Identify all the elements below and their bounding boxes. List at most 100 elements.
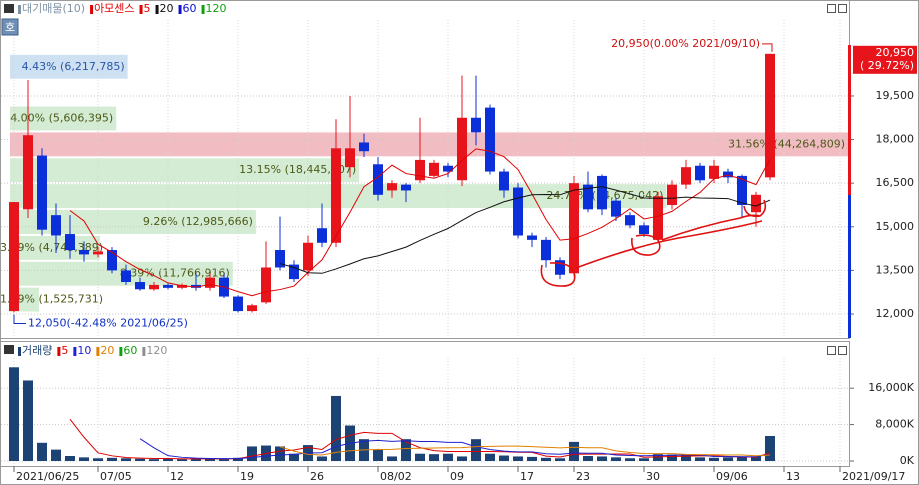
x-tick-label: 26 — [310, 470, 324, 483]
min-arrow — [13, 314, 26, 325]
volume-bar — [569, 441, 579, 461]
side-button[interactable] — [1, 18, 19, 36]
profile-label: 31.56% (44,264,809) — [728, 137, 845, 150]
candle-body — [527, 235, 537, 240]
profile-label: 3.39% (4,745,389) — [0, 241, 103, 254]
y-tick-label: 13,500 — [876, 263, 915, 276]
ma-line — [69, 148, 771, 297]
candle-body — [387, 183, 397, 191]
y-tick-label: 16,000K — [868, 381, 914, 394]
volume-bar — [233, 457, 243, 461]
side-button-label[interactable]: 호 — [5, 21, 15, 34]
control[interactable] — [827, 4, 836, 13]
volume-bar — [471, 439, 481, 461]
volume-bar — [429, 454, 439, 461]
hand-circle — [540, 262, 576, 287]
candle-body — [373, 164, 383, 195]
legend-label: 5 — [61, 344, 68, 357]
candle-body — [135, 282, 145, 290]
profile-bar — [10, 158, 360, 183]
volume-bar — [723, 457, 733, 461]
profile-label: 9.26% (12,985,666) — [143, 215, 253, 228]
max-arrow — [762, 43, 773, 52]
menu-icon[interactable] — [4, 4, 14, 13]
ma-line — [279, 445, 771, 457]
volume-bar — [275, 446, 285, 461]
profile-label: 4.43% (6,217,785) — [22, 60, 125, 73]
volume-bar — [121, 458, 131, 461]
volume-bar — [149, 459, 159, 461]
candle-body — [597, 175, 607, 210]
volume-bar — [667, 454, 677, 461]
candle-body — [639, 225, 649, 235]
candle-body — [709, 165, 719, 179]
volume-bar — [639, 458, 649, 461]
window-controls — [827, 4, 847, 355]
candle-body — [275, 250, 285, 268]
ma-line — [139, 438, 771, 460]
control[interactable] — [827, 346, 836, 355]
volume-bar — [555, 458, 565, 461]
volume-bar — [387, 456, 397, 461]
volume-bar — [485, 453, 495, 461]
volume-bar — [191, 458, 201, 461]
candle-body — [471, 117, 481, 133]
volume-bar — [373, 449, 383, 461]
candle-body — [345, 148, 355, 168]
candle-body — [555, 260, 565, 275]
x-tick-label: 09 — [450, 470, 464, 483]
price-indicator-up — [848, 45, 851, 195]
candle-body — [205, 277, 215, 288]
x-tick-label: 23 — [576, 470, 590, 483]
candle-body — [9, 202, 19, 312]
volume-bar — [93, 458, 103, 461]
candle-body — [443, 165, 453, 172]
candle-body — [149, 284, 159, 290]
control[interactable] — [838, 346, 847, 355]
volume-bar — [331, 395, 341, 461]
candle-body — [163, 284, 173, 288]
y-tick-label: 12,000 — [876, 307, 915, 320]
candle-body — [317, 228, 327, 243]
candle-body — [65, 234, 75, 251]
legend-swatch — [96, 347, 100, 356]
legend-swatch — [73, 347, 77, 356]
candle-body — [457, 117, 467, 181]
profile-label: 13.15% (18,445,107) — [239, 163, 356, 176]
volume-bar — [205, 458, 215, 461]
legend-label: 거래량 — [22, 344, 52, 357]
profile-bar — [10, 132, 848, 157]
current-price: 20,950 — [876, 46, 915, 59]
volume-bar — [499, 455, 509, 461]
volume-bar — [415, 453, 425, 461]
control[interactable] — [838, 4, 847, 13]
candle-body — [751, 194, 761, 213]
volume-bar — [653, 454, 663, 461]
hand-circle — [743, 199, 767, 218]
x-tick-label: 17 — [520, 470, 534, 483]
legend-label: 대기매물(10) — [22, 2, 85, 15]
candle-body — [93, 251, 103, 255]
volume-bar — [163, 458, 173, 461]
menu-icon[interactable] — [4, 345, 14, 354]
volume-bar — [751, 456, 761, 461]
candle-body — [513, 187, 523, 236]
volume-bar — [457, 456, 467, 461]
x-tick-label: 09/06 — [716, 470, 748, 483]
candle-body — [681, 167, 691, 185]
candle-body — [569, 183, 579, 274]
candle-body — [765, 53, 775, 178]
x-tick-label: 13 — [786, 470, 800, 483]
max-annotation: 20,950(0.00% 2021/09/10) — [611, 37, 760, 50]
hand-line — [661, 214, 761, 241]
hand-line — [575, 220, 763, 269]
profile-bar — [10, 54, 128, 79]
profile-label: 1.09% (1,525,731) — [0, 293, 103, 306]
candle-body — [401, 184, 411, 191]
legend-swatch — [142, 347, 146, 356]
volume-bar — [541, 457, 551, 461]
volume-bar — [219, 459, 229, 461]
y-tick-label: 16,500 — [876, 176, 915, 189]
